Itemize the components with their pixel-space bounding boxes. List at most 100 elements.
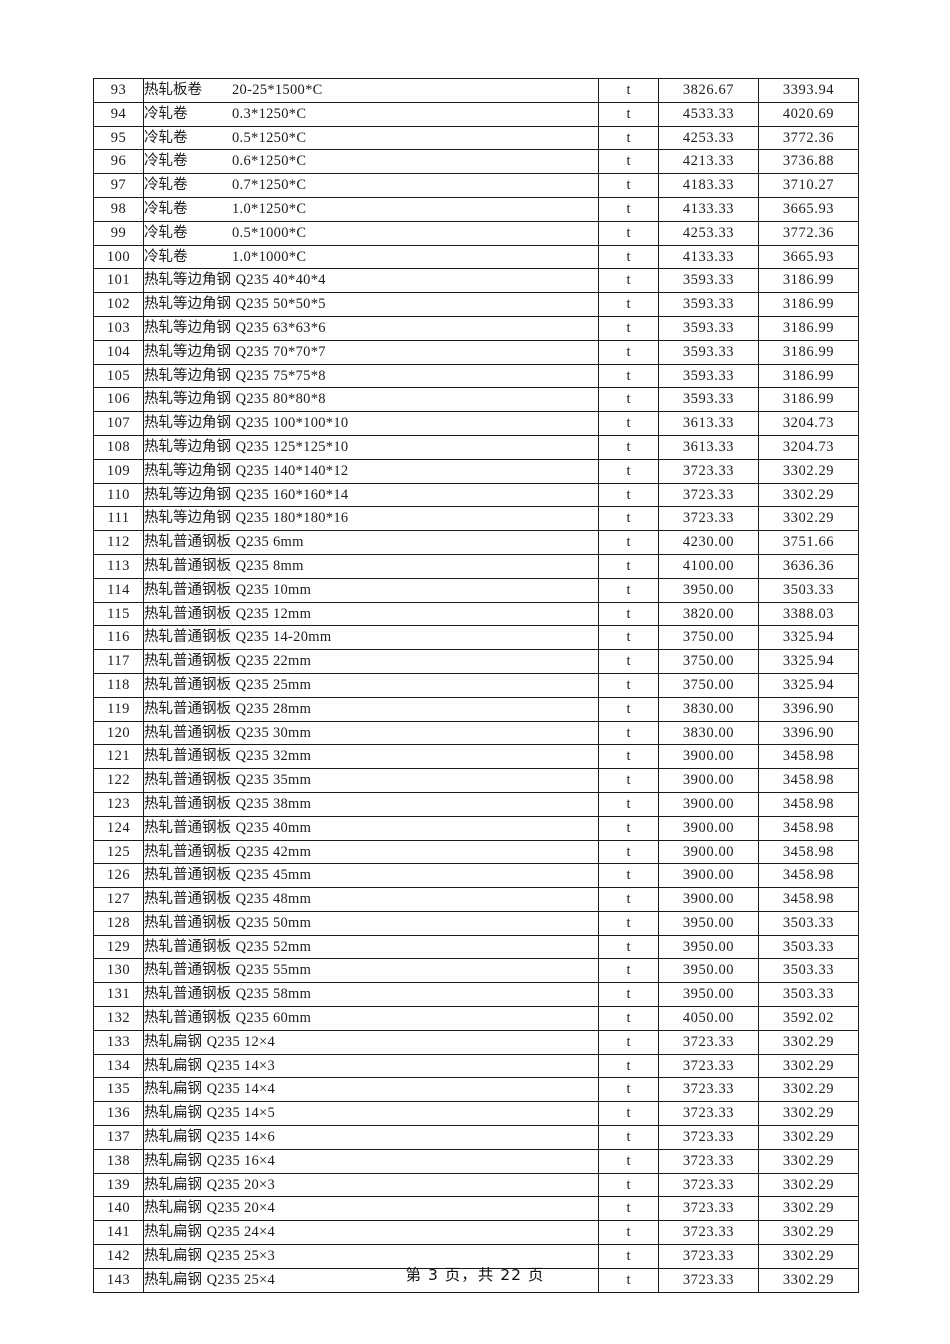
row-description-cell: 热轧普通钢板 Q235 35mm <box>143 768 599 793</box>
row-unit-cell: t <box>598 196 659 222</box>
table-row: 131 热轧普通钢板 Q235 58mm t 3950.00 3503.33 <box>93 982 859 1008</box>
product-name: 热轧普通钢板 <box>144 843 232 860</box>
table-row: 140 热轧扁钢 Q235 20×4 t 3723.33 3302.29 <box>93 1196 859 1222</box>
product-name: 热轧普通钢板 <box>144 1010 232 1027</box>
row-index-cell: 138 <box>93 1148 144 1174</box>
row-price-1-cell: 3750.00 <box>658 672 759 698</box>
row-price-2-cell: 3458.98 <box>758 768 859 793</box>
row-price-1-cell: 3750.00 <box>658 649 759 674</box>
product-name: 热轧普通钢板 <box>144 581 232 598</box>
row-description-cell: 热轧扁钢 Q235 14×4 <box>143 1077 599 1103</box>
product-spec: 0.5*1250*C <box>232 129 307 146</box>
table-row: 123 热轧普通钢板 Q235 38mm t 3900.00 3458.98 <box>93 791 859 817</box>
row-index-cell: 126 <box>93 863 144 889</box>
row-price-2-cell: 3665.93 <box>758 196 859 222</box>
product-spec: Q235 50*50*5 <box>235 296 326 313</box>
row-price-1-cell: 3723.33 <box>658 1172 759 1198</box>
product-spec: Q235 45mm <box>235 867 312 884</box>
product-name: 热轧普通钢板 <box>144 676 232 693</box>
row-index-cell: 94 <box>93 101 144 127</box>
table-row: 113 热轧普通钢板 Q235 8mm t 4100.00 3636.36 <box>93 553 859 579</box>
row-index-cell: 143 <box>93 1267 144 1293</box>
row-description-cell: 热轧普通钢板 Q235 38mm <box>143 791 599 817</box>
row-price-1-cell: 4230.00 <box>658 530 759 555</box>
row-price-1-cell: 3593.33 <box>658 292 759 317</box>
product-name: 热轧扁钢 <box>144 1152 203 1169</box>
row-unit-cell: t <box>598 1148 659 1174</box>
row-index-cell: 135 <box>93 1077 144 1103</box>
row-description-cell: 冷轧卷 0.5*1250*C <box>143 125 599 151</box>
table-row: 128 热轧普通钢板 Q235 50mm t 3950.00 3503.33 <box>93 910 859 936</box>
row-index-cell: 113 <box>93 553 144 579</box>
row-unit-cell: t <box>598 1029 659 1055</box>
row-price-2-cell: 3325.94 <box>758 672 859 698</box>
row-price-2-cell: 3751.66 <box>758 530 859 555</box>
table-row: 132 热轧普通钢板 Q235 60mm t 4050.00 3592.02 <box>93 1006 859 1031</box>
price-table-body: 93 热轧板卷 20-25*1500*C t 3826.67 3393.94 94 冷轧卷 0.… <box>93 78 859 1293</box>
row-index-cell: 95 <box>93 125 144 151</box>
row-price-2-cell: 3458.98 <box>758 839 859 865</box>
row-index-cell: 119 <box>93 696 144 722</box>
row-index-cell: 105 <box>93 363 144 389</box>
row-description-cell: 热轧等边角钢 Q235 100*100*10 <box>143 411 599 436</box>
product-name: 热轧扁钢 <box>144 1033 203 1050</box>
product-name: 热轧普通钢板 <box>144 819 232 836</box>
product-spec: Q235 28mm <box>235 700 312 717</box>
row-unit-cell: t <box>598 744 659 770</box>
table-row: 125 热轧普通钢板 Q235 42mm t 3900.00 3458.98 <box>93 839 859 865</box>
product-spec: Q235 14×3 <box>206 1057 276 1074</box>
page-footer: 第 3 页，共 22 页 <box>405 1266 545 1284</box>
row-index-cell: 136 <box>93 1101 144 1127</box>
row-price-2-cell: 3302.29 <box>758 506 859 532</box>
product-name: 热轧扁钢 <box>144 1057 203 1074</box>
row-index-cell: 109 <box>93 458 144 484</box>
row-unit-cell: t <box>598 292 659 317</box>
row-price-2-cell: 3388.03 <box>758 601 859 627</box>
product-name: 热轧等边角钢 <box>144 319 232 336</box>
row-unit-cell: t <box>598 720 659 746</box>
table-row: 138 热轧扁钢 Q235 16×4 t 3723.33 3302.29 <box>93 1148 859 1174</box>
table-row: 118 热轧普通钢板 Q235 25mm t 3750.00 3325.94 <box>93 672 859 698</box>
row-description-cell: 冷轧卷 1.0*1250*C <box>143 196 599 222</box>
product-spec: Q235 25×4 <box>206 1271 276 1288</box>
row-unit-cell: t <box>598 791 659 817</box>
row-unit-cell: t <box>598 411 659 436</box>
row-price-1-cell: 3723.33 <box>658 458 759 484</box>
row-unit-cell: t <box>598 934 659 960</box>
table-row: 94 冷轧卷 0.3*1250*C t 4533.33 4020.69 <box>93 101 859 127</box>
row-description-cell: 热轧普通钢板 Q235 30mm <box>143 720 599 746</box>
table-row: 98 冷轧卷 1.0*1250*C t 4133.33 3665.93 <box>93 196 859 222</box>
row-price-2-cell: 4020.69 <box>758 101 859 127</box>
table-row: 108 热轧等边角钢 Q235 125*125*10 t 3613.33 3204.73 <box>93 434 859 460</box>
table-row: 101 热轧等边角钢 Q235 40*40*4 t 3593.33 3186.99 <box>93 268 859 294</box>
row-price-1-cell: 4133.33 <box>658 244 759 270</box>
row-price-1-cell: 4253.33 <box>658 220 759 246</box>
row-price-1-cell: 3750.00 <box>658 625 759 651</box>
table-row: 135 热轧扁钢 Q235 14×4 t 3723.33 3302.29 <box>93 1077 859 1103</box>
row-description-cell: 热轧普通钢板 Q235 50mm <box>143 910 599 936</box>
table-row: 95 冷轧卷 0.5*1250*C t 4253.33 3772.36 <box>93 125 859 151</box>
row-unit-cell: t <box>598 1077 659 1103</box>
row-index-cell: 117 <box>93 649 144 674</box>
row-description-cell: 热轧普通钢板 Q235 60mm <box>143 1006 599 1031</box>
product-spec: 1.0*1250*C <box>232 200 307 217</box>
product-spec: Q235 14×6 <box>206 1129 276 1146</box>
row-index-cell: 107 <box>93 411 144 436</box>
row-index-cell: 101 <box>93 268 144 294</box>
table-row: 115 热轧普通钢板 Q235 12mm t 3820.00 3388.03 <box>93 601 859 627</box>
row-index-cell: 125 <box>93 839 144 865</box>
row-unit-cell: t <box>598 220 659 246</box>
row-description-cell: 热轧等边角钢 Q235 140*140*12 <box>143 458 599 484</box>
table-row: 129 热轧普通钢板 Q235 52mm t 3950.00 3503.33 <box>93 934 859 960</box>
row-description-cell: 热轧等边角钢 Q235 125*125*10 <box>143 434 599 460</box>
product-spec: Q235 80*80*8 <box>235 391 326 408</box>
row-unit-cell: t <box>598 577 659 603</box>
product-name: 冷轧卷 <box>144 105 188 122</box>
row-price-1-cell: 3950.00 <box>658 910 759 936</box>
product-name: 热轧普通钢板 <box>144 557 232 574</box>
row-index-cell: 121 <box>93 744 144 770</box>
row-unit-cell: t <box>598 339 659 365</box>
row-unit-cell: t <box>598 1172 659 1198</box>
row-price-2-cell: 3186.99 <box>758 268 859 294</box>
row-price-1-cell: 3830.00 <box>658 720 759 746</box>
